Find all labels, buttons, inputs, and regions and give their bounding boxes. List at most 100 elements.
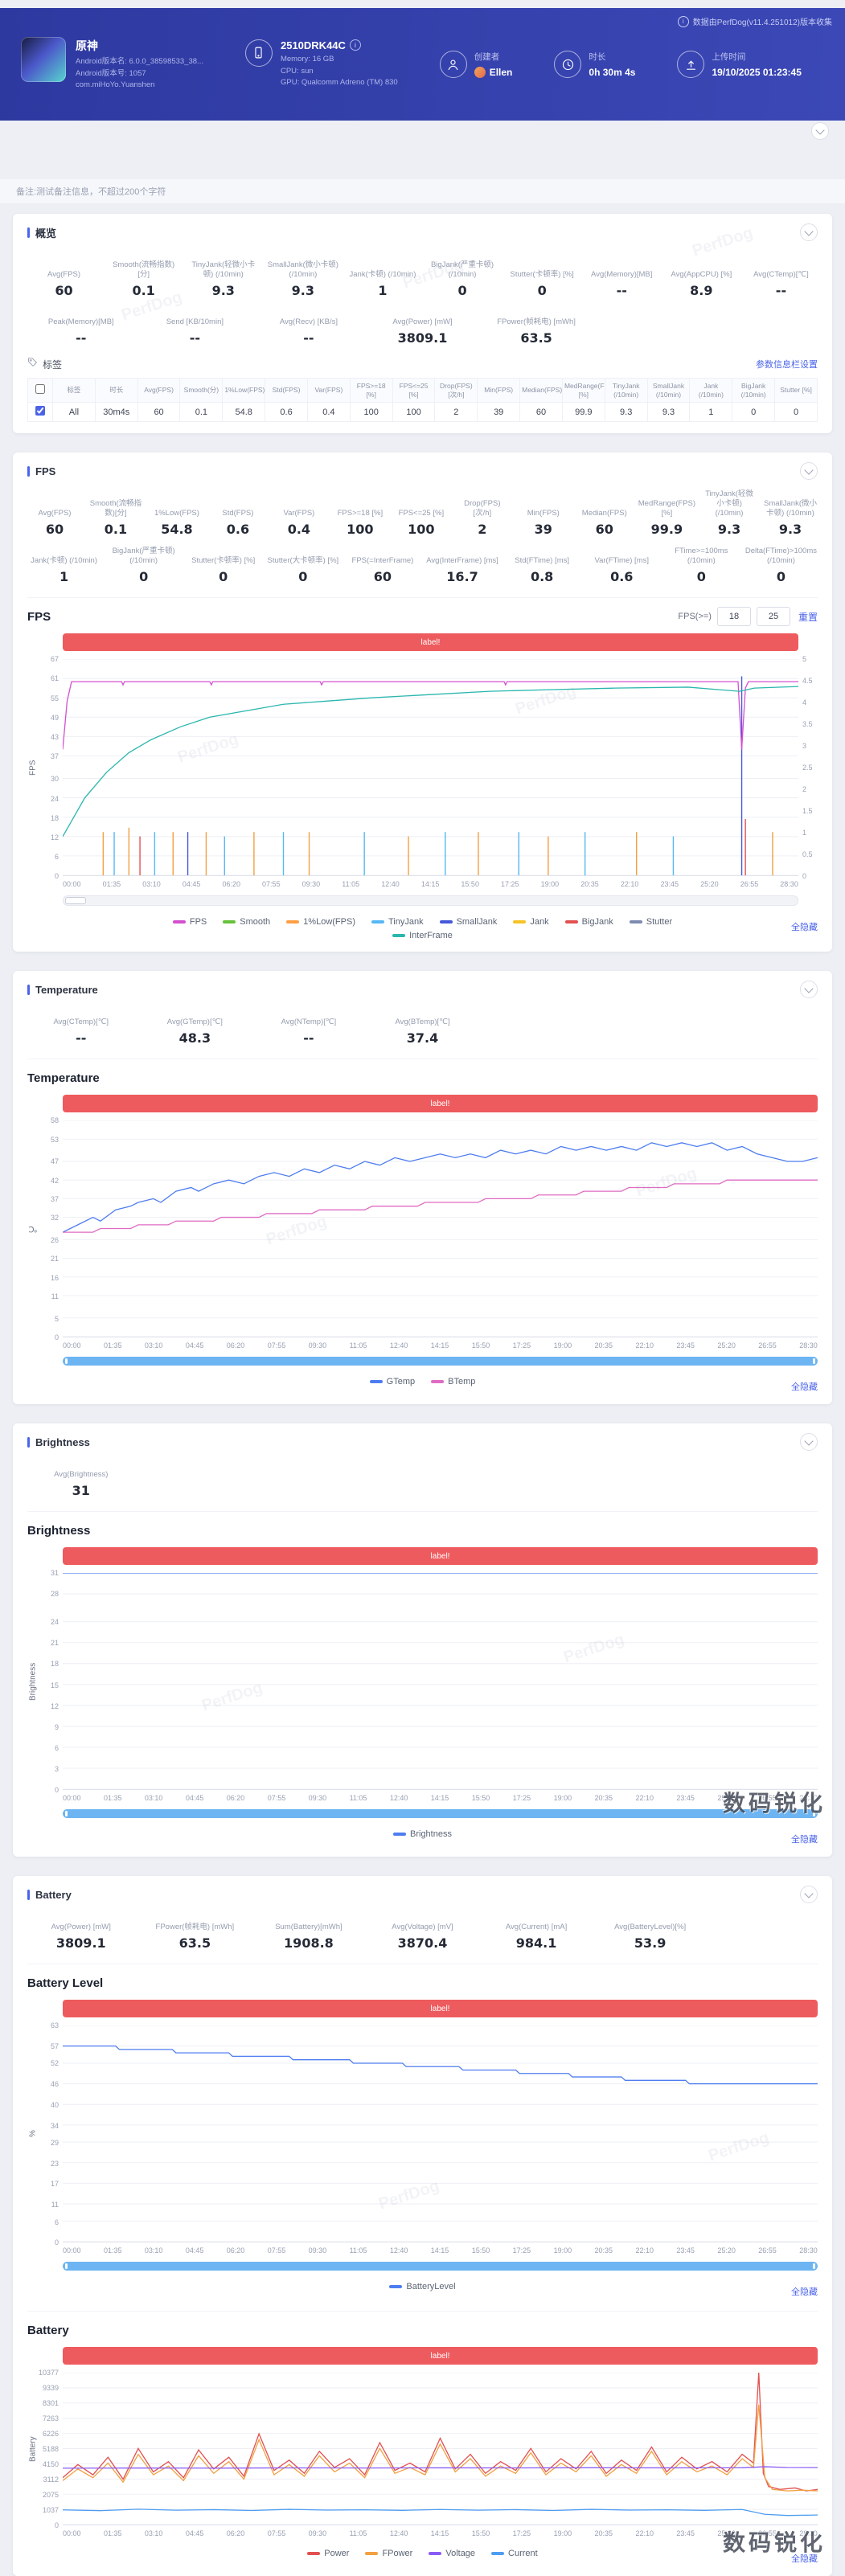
hide-all-link[interactable]: 全隐藏 (791, 923, 818, 933)
tags-title: 标签 (43, 358, 63, 371)
plot-area[interactable] (63, 659, 798, 877)
x-axis-labels: 00:00 01:35 03:10 04:45 06:20 07:55 09:30 11:05… (63, 1341, 818, 1349)
section-accent (27, 984, 30, 995)
hide-all-link[interactable]: 全隐藏 (791, 1835, 818, 1845)
x-tick-label: 26:55 (758, 2529, 777, 2538)
x-tick-label: 23:45 (660, 880, 679, 889)
tag-column-header[interactable]: Median(FPS) (519, 377, 563, 403)
metric-6: Std(FTime) [ms] 0.8 (515, 556, 569, 585)
row-checkbox[interactable] (35, 406, 45, 416)
overview-title: 概览 (35, 227, 57, 240)
legend-Power[interactable]: Power (307, 2549, 349, 2558)
tag-column-header[interactable]: SmallJank (/10min) (646, 377, 691, 403)
table-cell: All (52, 402, 96, 423)
series-Power (63, 2373, 818, 2491)
tag-column-header[interactable]: 时长 (94, 377, 138, 403)
remark-bar: 备注:测试备注信息，不超过200个字符 (0, 178, 845, 204)
temperature-chart-block: Temperature label! ℃ 0 5 11 16 21 26 32 37 42 47 5… (27, 1059, 818, 1393)
chart-scrollbar[interactable] (63, 2262, 818, 2271)
legend-Current[interactable]: Current (491, 2549, 538, 2558)
x-tick-label: 03:10 (144, 1794, 163, 1803)
x-tick-label: 09:30 (308, 1341, 327, 1350)
device-info-icon[interactable]: i (349, 39, 361, 51)
x-tick-label: 15:50 (471, 1341, 490, 1350)
legend-BTemp[interactable]: BTemp (431, 1377, 475, 1386)
collapse-battery-button[interactable] (800, 1886, 818, 1904)
plot-area[interactable] (63, 1120, 818, 1338)
tag-column-header[interactable]: BigJank (/10min) (732, 377, 776, 403)
brightness-title: Brightness (35, 1435, 90, 1448)
legend-SmallJank[interactable]: SmallJank (439, 917, 497, 927)
tag-column-header[interactable]: Var(FPS) (306, 377, 351, 403)
tag-column-header[interactable]: Drop(FPS) [次/h] (434, 377, 478, 403)
collapse-fps-button[interactable] (800, 462, 818, 481)
x-tick-label: 14:15 (430, 2246, 449, 2255)
fps-low-input[interactable] (716, 607, 751, 627)
tag-column-header[interactable]: Stutter [%] (774, 377, 818, 403)
collapse-page-button[interactable] (811, 122, 829, 140)
legend-Smooth[interactable]: Smooth (223, 917, 270, 927)
plot-area[interactable] (63, 2373, 818, 2526)
y-axis-ticks: 0 1037 2075 3112 4150 5188 6226 7263 8301 9339 103… (38, 2369, 59, 2530)
legend-BatteryLevel[interactable]: BatteryLevel (389, 2282, 456, 2291)
alert-banner: label! (63, 2347, 818, 2365)
tag-column-header[interactable]: 1%Low(FPS) (222, 377, 266, 403)
fps-title: FPS (35, 465, 56, 477)
tag-column-header[interactable]: Std(FPS) (265, 377, 308, 403)
x-tick-label: 00:00 (63, 2246, 81, 2255)
legend-Brightness[interactable]: Brightness (393, 1829, 452, 1839)
hide-all-link[interactable]: 全隐藏 (791, 1382, 818, 1393)
chevron-down-icon (804, 984, 814, 993)
collapse-temperature-button[interactable] (800, 981, 818, 999)
tag-column-header[interactable]: Avg(FPS) (137, 377, 181, 403)
reset-link[interactable]: 重置 (798, 611, 818, 623)
tag-column-header[interactable]: 标签 (52, 377, 96, 403)
tag-column-header[interactable]: TinyJank (/10min) (604, 377, 648, 403)
x-tick-label: 03:10 (144, 1341, 163, 1350)
overview-metrics-row1: Avg(FPS) 60 Smooth(流畅指数)[分] 0.1 TinyJank(轻微小… (27, 249, 818, 298)
tag-column-header[interactable]: FPS<=25 [%] (392, 377, 436, 403)
tag-column-header[interactable]: MedRange(FPS)[%] (561, 377, 605, 403)
legend-TinyJank[interactable]: TinyJank (371, 917, 424, 927)
chart-scrollbar[interactable] (63, 1357, 818, 1366)
brightness-plot-svg (63, 1573, 818, 1789)
hide-all-link[interactable]: 全隐藏 (791, 2287, 818, 2298)
x-tick-label: 14:15 (420, 880, 440, 889)
metric-9: Median(FPS) 60 (581, 509, 627, 538)
legend-Jank[interactable]: Jank (513, 917, 549, 927)
table-row[interactable]: All 30m4s 60 0.1 54.8 0.6 0.4 100 100 2 39 60 99.9 9.… (27, 402, 818, 423)
legend-FPS[interactable]: FPS (172, 917, 207, 927)
collapse-brightness-button[interactable] (800, 1433, 818, 1452)
scrollbar-handle[interactable] (65, 897, 86, 905)
x-tick-label: 23:45 (676, 2246, 695, 2255)
x-tick-label: 28:30 (799, 1794, 818, 1803)
plot-area[interactable] (63, 1573, 818, 1791)
alert-banner: label! (63, 633, 798, 652)
metric-2: TinyJank(轻微小卡顿) (/10min) 9.3 (191, 260, 256, 298)
metric-2: Stutter(卡顿率) [%] 0 (191, 556, 256, 585)
metric-6: FPS<=25 [%] 100 (398, 509, 445, 538)
legend-Voltage[interactable]: Voltage (429, 2549, 475, 2558)
legend-BigJank[interactable]: BigJank (564, 917, 613, 927)
chart-scrollbar[interactable] (63, 1809, 818, 1819)
settings-link[interactable]: 参数信息栏设置 (756, 360, 818, 370)
tag-column-header[interactable]: Smooth(分) (179, 377, 224, 403)
legend-FPower[interactable]: FPower (365, 2549, 412, 2558)
plot-area[interactable] (63, 2025, 818, 2243)
legend-InterFrame[interactable]: InterFrame (392, 931, 453, 940)
tag-column-header[interactable]: Min(FPS) (477, 377, 521, 403)
collapse-overview-button[interactable] (800, 223, 818, 241)
legend-GTemp[interactable]: GTemp (369, 1377, 415, 1386)
tag-column-header[interactable]: Jank (/10min) (689, 377, 733, 403)
legend-1%Low(FPS)[interactable]: 1%Low(FPS) (286, 917, 355, 927)
tag-column-header[interactable]: FPS>=18 [%] (349, 377, 393, 403)
battery-section: Battery Avg(Power) [mW] 3809.1 FPower(帧耗电)… (13, 1876, 832, 2576)
fps-high-input[interactable] (756, 607, 790, 627)
select-all-checkbox[interactable] (35, 384, 45, 395)
fps-metrics-row2: Jank(卡顿) (/10min) 1 BigJank(严重卡顿) (/10min)… (27, 545, 818, 584)
hide-all-link[interactable]: 全隐藏 (791, 2554, 818, 2565)
chart-scrollbar[interactable] (63, 895, 798, 907)
legend-Stutter[interactable]: Stutter (629, 917, 672, 927)
x-tick-label: 06:20 (226, 1794, 245, 1803)
metric-0: Avg(Power) [mW] 3809.1 (51, 1923, 111, 1951)
